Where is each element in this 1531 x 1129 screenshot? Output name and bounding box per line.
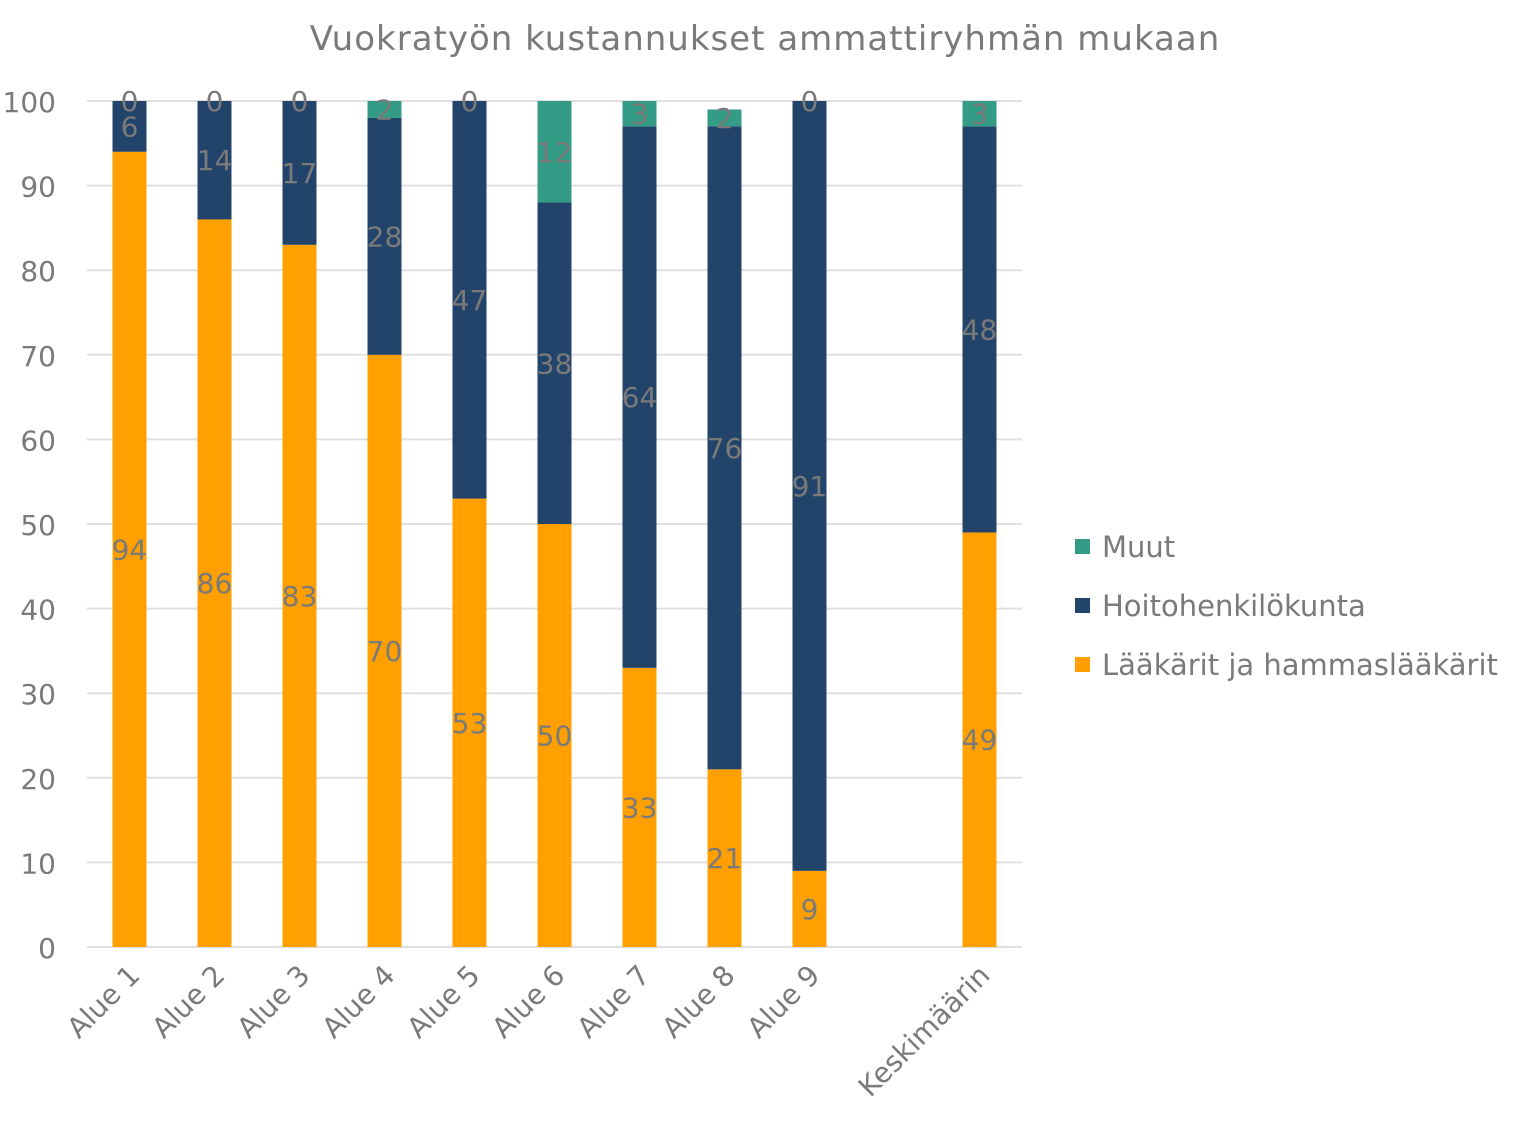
data-label: 48 <box>962 313 998 346</box>
x-tick-label: Alue 7 <box>570 959 656 1045</box>
x-tick-label: Alue 1 <box>60 959 146 1045</box>
data-label: 53 <box>452 707 488 740</box>
data-label: 64 <box>622 381 658 414</box>
data-label: 0 <box>206 85 224 118</box>
x-tick-label: Alue 4 <box>315 959 401 1045</box>
y-axis: 0 10 20 30 40 50 60 70 80 90 100 <box>3 86 56 965</box>
bar-segment <box>707 126 742 770</box>
x-tick-label: Alue 8 <box>655 959 741 1045</box>
data-label: 0 <box>461 85 479 118</box>
legend-swatch <box>1075 539 1090 554</box>
x-tick-label: Alue 3 <box>230 959 316 1045</box>
y-tick-label: 30 <box>20 678 56 711</box>
y-tick-label: 0 <box>38 932 56 965</box>
bar-segment <box>367 354 402 947</box>
data-label: 0 <box>291 85 309 118</box>
data-label: 70 <box>367 635 403 668</box>
data-labels: 9460861408317070282534705038123364321762… <box>112 85 998 926</box>
bar-segment <box>367 117 402 355</box>
bar-segment <box>962 532 997 947</box>
y-tick-label: 50 <box>20 509 56 542</box>
data-label: 28 <box>367 220 403 253</box>
y-tick-label: 40 <box>20 594 56 627</box>
data-label: 17 <box>282 157 318 190</box>
bar-segment <box>707 109 742 127</box>
bar-segment <box>622 667 657 947</box>
data-label: 0 <box>121 85 139 118</box>
bar-segment <box>282 244 317 947</box>
bar-segment <box>112 151 147 947</box>
x-tick-label: Alue 9 <box>740 959 826 1045</box>
x-tick-label: Alue 5 <box>400 959 486 1045</box>
bar-segment <box>962 101 997 127</box>
x-tick-label: Alue 6 <box>485 959 571 1045</box>
y-tick-label: 60 <box>20 424 56 457</box>
data-label: 6 <box>121 110 139 143</box>
x-tick-label: Alue 2 <box>145 959 231 1045</box>
y-tick-label: 10 <box>20 847 56 880</box>
bar-segment <box>197 101 232 220</box>
data-label: 14 <box>197 144 233 177</box>
bar-segment <box>792 101 827 871</box>
data-label: 9 <box>801 893 819 926</box>
y-tick-label: 90 <box>20 171 56 204</box>
data-label: 3 <box>631 98 649 131</box>
legend-label: Lääkärit ja hammaslääkärit <box>1102 648 1498 682</box>
legend: Muut Hoitohenkilökunta Lääkärit ja hammasl… <box>1075 530 1498 682</box>
y-tick-label: 70 <box>20 340 56 373</box>
bar-segment <box>962 126 997 533</box>
data-label: 76 <box>707 432 743 465</box>
bar-segment <box>452 101 487 499</box>
data-label: 3 <box>971 98 989 131</box>
data-label: 21 <box>707 842 743 875</box>
data-label: 86 <box>197 567 233 600</box>
bar-segment <box>622 101 657 127</box>
bar-segment <box>537 524 572 947</box>
bar-segment <box>112 101 147 152</box>
bar-segment <box>537 202 572 524</box>
legend-label: Hoitohenkilökunta <box>1102 589 1366 623</box>
bar-segment <box>792 870 827 947</box>
data-label: 33 <box>622 791 658 824</box>
data-label: 47 <box>452 284 488 317</box>
x-tick-label: Keskimäärin <box>852 959 997 1104</box>
data-label: 91 <box>792 470 828 503</box>
data-label: 94 <box>112 533 148 566</box>
legend-swatch <box>1075 598 1090 613</box>
bar-segment <box>367 101 402 118</box>
data-label: 2 <box>716 102 734 135</box>
y-tick-label: 80 <box>20 255 56 288</box>
bar-segment <box>282 101 317 245</box>
data-label: 12 <box>537 136 573 169</box>
data-label: 2 <box>376 93 394 126</box>
data-label: 38 <box>537 347 573 380</box>
bar-segment <box>452 498 487 947</box>
data-label: 49 <box>962 724 998 757</box>
y-tick-label: 100 <box>3 86 56 119</box>
bars <box>112 101 997 947</box>
data-label: 83 <box>282 580 318 613</box>
bar-segment <box>622 126 657 668</box>
chart-title: Vuokratyön kustannukset ammattiryhmän mu… <box>310 19 1221 59</box>
bar-segment <box>197 219 232 947</box>
legend-swatch <box>1075 657 1090 672</box>
legend-label: Muut <box>1102 530 1175 564</box>
bar-segment <box>707 769 742 947</box>
data-label: 0 <box>801 85 819 118</box>
y-tick-label: 20 <box>20 763 56 796</box>
data-label: 50 <box>537 720 573 753</box>
bar-segment <box>537 101 572 203</box>
